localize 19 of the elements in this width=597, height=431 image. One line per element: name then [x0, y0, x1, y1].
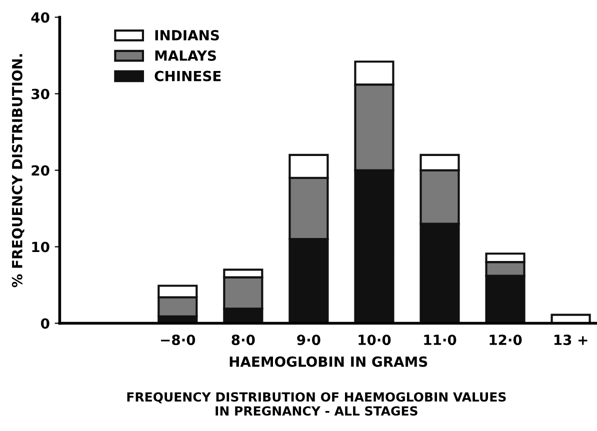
x-tick-label: 10·0: [358, 334, 391, 346]
legend-label: INDIANS: [155, 30, 219, 40]
y-tick-label: 10: [32, 242, 50, 252]
x-axis-title: HAEMOGLOBIN IN GRAMS: [230, 356, 428, 367]
y-tick-label: 20: [32, 165, 50, 176]
x-tick-label: 8·0: [232, 334, 255, 346]
legend-label: CHINESE: [154, 70, 221, 82]
x-tick-label: 9·0: [297, 334, 320, 346]
x-tick-label: 11·0: [424, 334, 456, 346]
y-tick-label: 40: [31, 12, 50, 23]
text: FREQUENCY DISTRIBUTION OF HAEMOGLOBIN VALUES IN PREGNANCY - ALL STAGES: [127, 392, 506, 416]
x-tick-label: 13 +: [554, 334, 588, 346]
x-tick-label: 12·0: [490, 334, 522, 346]
y-axis-title: % FREQUENCY DISTRIBUTION.: [12, 54, 24, 288]
legend-label: MALAYS: [155, 50, 216, 61]
x-tick-label: −8·0: [160, 334, 196, 346]
y-tick-label: 0: [40, 318, 50, 329]
y-tick-label: 30: [32, 88, 50, 100]
bar: [550, 314, 591, 324]
